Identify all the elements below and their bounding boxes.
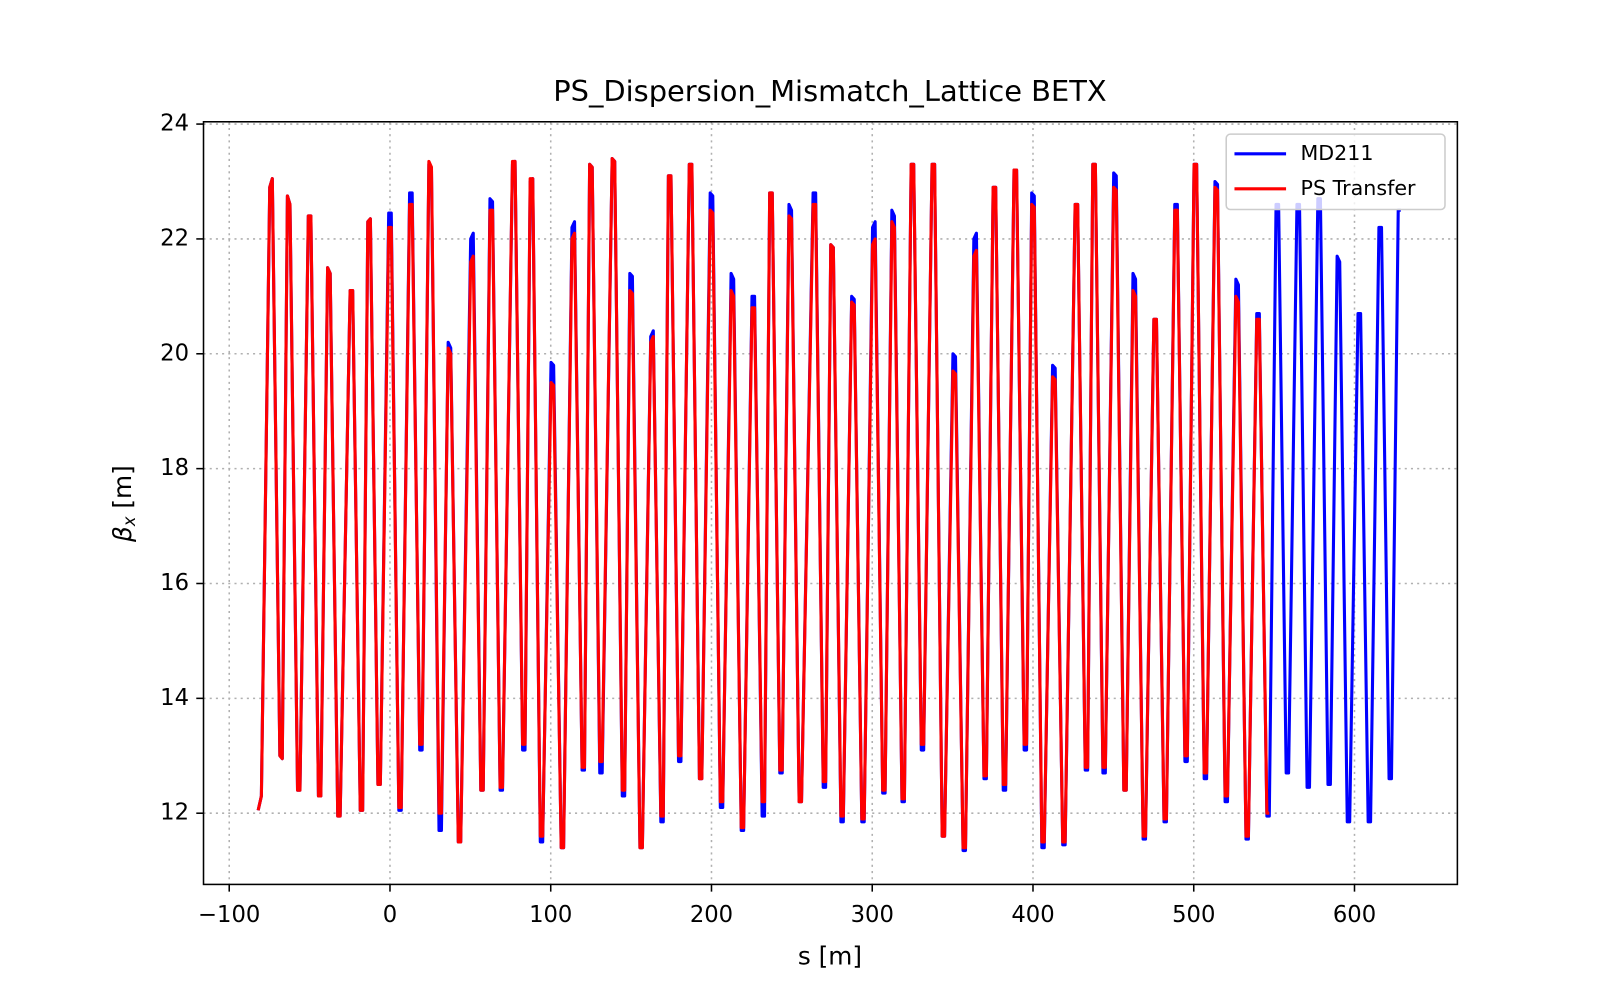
x-tick-label: 0 [383, 902, 397, 928]
x-tick-label: 200 [690, 902, 733, 928]
y-label-unit [108, 509, 137, 517]
x-tick-label: 500 [1172, 902, 1215, 928]
x-tick-label: 300 [851, 902, 894, 928]
y-tick-label: 22 [160, 225, 189, 251]
y-tick-label: 12 [160, 800, 189, 826]
x-tick-label: 100 [529, 902, 572, 928]
x-axis-label: s [m] [798, 942, 862, 971]
y-label-symbol: β [108, 526, 137, 543]
y-tick-label: 16 [160, 570, 189, 596]
plot-layer [256, 156, 1401, 853]
x-tick-label: 600 [1333, 902, 1376, 928]
y-tick-label: 24 [160, 111, 189, 137]
y-tick-label: 18 [160, 455, 189, 481]
y-tick-label: 20 [160, 340, 189, 366]
legend: MD211 PS Transfer [1225, 133, 1446, 211]
x-tick-label: −100 [198, 902, 260, 928]
axes-frame [202, 121, 1459, 886]
tick-layer: −100 0 100 200 300 400 500 600 12 14 16 18 20 22 24 [160, 111, 1376, 928]
x-tick-label: 400 [1011, 902, 1054, 928]
legend-label: PS Transfer [1301, 176, 1417, 200]
y-label-unit: [m] [108, 465, 137, 508]
legend-label: MD211 [1301, 141, 1374, 165]
chart-title: PS_Dispersion_Mismatch_Lattice BETX [553, 74, 1106, 108]
data-line [256, 156, 1270, 850]
y-label-subscript: x [120, 516, 139, 527]
y-tick-label: 14 [160, 685, 189, 711]
y-axis-label: βx [m] [108, 465, 139, 543]
